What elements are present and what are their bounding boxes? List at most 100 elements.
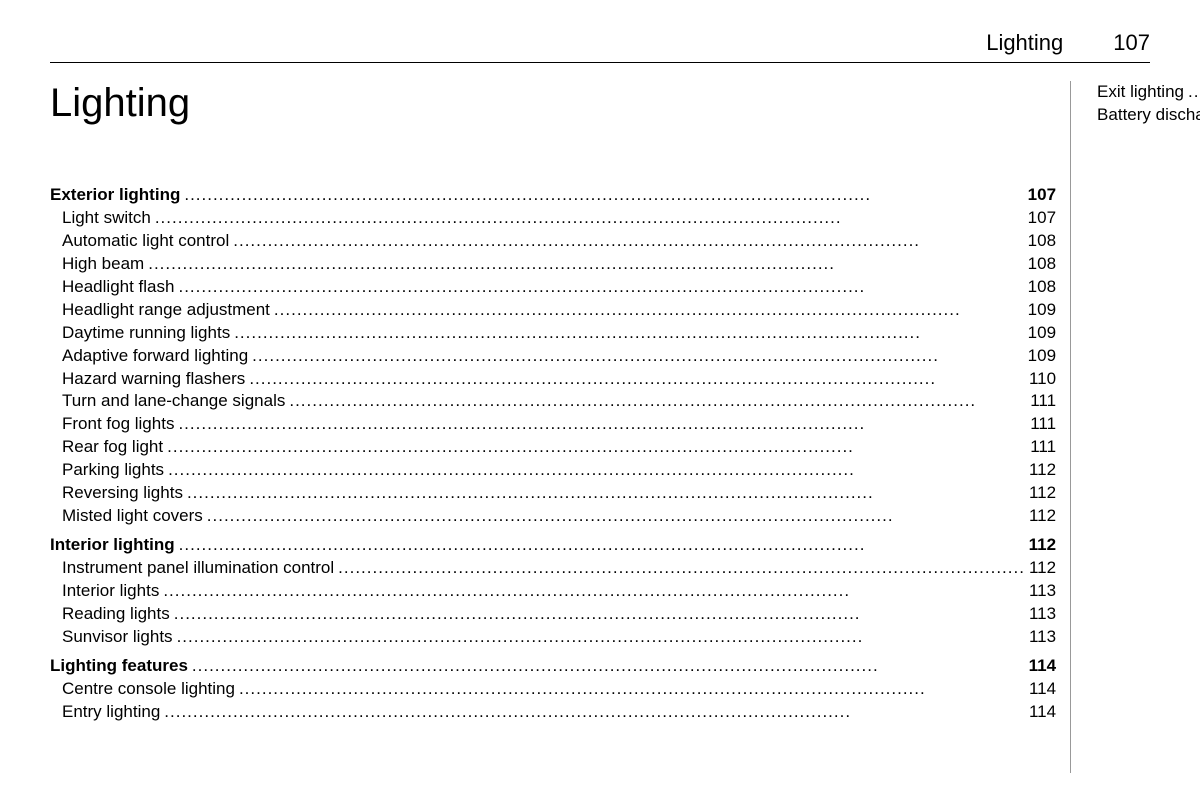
toc-page: 113	[1029, 580, 1056, 603]
toc-page: 111	[1030, 436, 1056, 459]
toc-page: 114	[1029, 701, 1056, 724]
toc-label: Interior lighting	[50, 534, 175, 557]
toc-page: 112	[1029, 505, 1056, 528]
column-2: Exit lighting ..........................…	[1070, 81, 1200, 773]
toc-label: Entry lighting	[62, 701, 160, 724]
toc-leader-dots: ........................................…	[192, 655, 1025, 678]
toc-item: Hazard warning flashers ................…	[50, 368, 1056, 391]
toc-item: Centre console lighting ................…	[50, 678, 1056, 701]
toc-page: 109	[1028, 345, 1056, 368]
toc-label: Headlight flash	[62, 276, 174, 299]
toc-item: Misted light covers ....................…	[50, 505, 1056, 528]
toc-item: Entry lighting .........................…	[50, 701, 1056, 724]
toc-item: Interior lights ........................…	[50, 580, 1056, 603]
toc-page: 108	[1028, 253, 1056, 276]
toc-label: Front fog lights	[62, 413, 174, 436]
toc-label: Centre console lighting	[62, 678, 235, 701]
column-1: Lighting Exterior lighting .............…	[50, 81, 1070, 773]
toc-column-2: Exit lighting ..........................…	[1085, 81, 1200, 127]
toc-leader-dots: ........................................…	[233, 230, 1023, 253]
column-layout: Lighting Exterior lighting .............…	[50, 81, 1150, 773]
header-page-number: 107	[1113, 30, 1150, 56]
toc-item: Headlight range adjustment .............…	[50, 299, 1056, 322]
toc-leader-dots: ........................................…	[177, 626, 1025, 649]
toc-item: Headlight flash ........................…	[50, 276, 1056, 299]
toc-section: Lighting features ......................…	[50, 655, 1056, 678]
toc-item: Reversing lights .......................…	[50, 482, 1056, 505]
toc-label: Lighting features	[50, 655, 188, 678]
toc-leader-dots: ........................................…	[179, 534, 1025, 557]
toc-item: Sunvisor lights ........................…	[50, 626, 1056, 649]
toc-item: Rear fog light .........................…	[50, 436, 1056, 459]
toc-page: 112	[1029, 534, 1056, 557]
toc-leader-dots: ........................................…	[184, 184, 1023, 207]
toc-label: Rear fog light	[62, 436, 163, 459]
toc-leader-dots: ........................................…	[274, 299, 1024, 322]
toc-item: Parking lights .........................…	[50, 459, 1056, 482]
toc-item: Adaptive forward lighting ..............…	[50, 345, 1056, 368]
toc-leader-dots: ........................................…	[178, 276, 1023, 299]
toc-page: 112	[1029, 482, 1056, 505]
toc-page: 107	[1028, 184, 1056, 207]
toc-label: Reversing lights	[62, 482, 183, 505]
toc-page: 112	[1029, 557, 1056, 580]
toc-label: High beam	[62, 253, 144, 276]
toc-label: Daytime running lights	[62, 322, 230, 345]
toc-label: Hazard warning flashers	[62, 368, 245, 391]
toc-label: Misted light covers	[62, 505, 203, 528]
toc-label: Headlight range adjustment	[62, 299, 270, 322]
toc-item: Front fog lights .......................…	[50, 413, 1056, 436]
toc-leader-dots: ........................................…	[289, 390, 1026, 413]
toc-leader-dots: ........................................…	[252, 345, 1024, 368]
toc-label: Adaptive forward lighting	[62, 345, 248, 368]
toc-label: Turn and lane-change signals	[62, 390, 285, 413]
toc-leader-dots: ........................................…	[234, 322, 1023, 345]
toc-leader-dots: ........................................…	[239, 678, 1025, 701]
toc-group: Interior lighting ......................…	[50, 534, 1056, 649]
toc-label: Instrument panel illumination control	[62, 557, 334, 580]
toc-label: Parking lights	[62, 459, 164, 482]
toc-item: Exit lighting ..........................…	[1085, 81, 1200, 104]
toc-page: 109	[1028, 322, 1056, 345]
toc-column-1: Exterior lighting ......................…	[50, 184, 1056, 724]
toc-page: 110	[1029, 368, 1056, 391]
toc-item: Light switch ...........................…	[50, 207, 1056, 230]
toc-label: Exterior lighting	[50, 184, 180, 207]
toc-page: 111	[1030, 413, 1056, 436]
toc-leader-dots: ........................................…	[207, 505, 1025, 528]
toc-page: 111	[1030, 390, 1056, 413]
toc-section: Exterior lighting ......................…	[50, 184, 1056, 207]
toc-page: 114	[1029, 678, 1056, 701]
toc-page: 113	[1029, 603, 1056, 626]
toc-page: 107	[1028, 207, 1056, 230]
toc-leader-dots: ........................................…	[163, 580, 1025, 603]
toc-leader-dots: ........................................…	[155, 207, 1024, 230]
toc-page: 112	[1029, 459, 1056, 482]
toc-leader-dots: ........................................…	[167, 436, 1026, 459]
chapter-title: Lighting	[50, 81, 1056, 126]
toc-leader-dots: ........................................…	[174, 603, 1025, 626]
toc-leader-dots: ........................................…	[148, 253, 1023, 276]
toc-label: Reading lights	[62, 603, 170, 626]
toc-group: Lighting features ......................…	[50, 655, 1056, 724]
toc-label: Exit lighting	[1097, 81, 1184, 104]
toc-leader-dots: ........................................…	[249, 368, 1025, 391]
toc-page: 109	[1028, 299, 1056, 322]
toc-page: 108	[1028, 230, 1056, 253]
toc-leader-dots: ........................................…	[168, 459, 1025, 482]
toc-item: Daytime running lights .................…	[50, 322, 1056, 345]
toc-group: Exterior lighting ......................…	[50, 184, 1056, 528]
toc-leader-dots: ........................................…	[338, 557, 1025, 580]
toc-item: Battery discharge protection ...........…	[1085, 104, 1200, 127]
toc-page: 108	[1028, 276, 1056, 299]
toc-leader-dots: ........................................…	[187, 482, 1025, 505]
toc-label: Interior lights	[62, 580, 159, 603]
toc-label: Sunvisor lights	[62, 626, 173, 649]
toc-leader-dots: ........................................…	[1188, 81, 1200, 104]
toc-label: Battery discharge protection	[1097, 104, 1200, 127]
toc-item: High beam ..............................…	[50, 253, 1056, 276]
toc-item: Automatic light control ................…	[50, 230, 1056, 253]
manual-page: Lighting 107 Lighting Exterior lighting …	[0, 0, 1200, 802]
toc-page: 113	[1029, 626, 1056, 649]
toc-leader-dots: ........................................…	[164, 701, 1025, 724]
